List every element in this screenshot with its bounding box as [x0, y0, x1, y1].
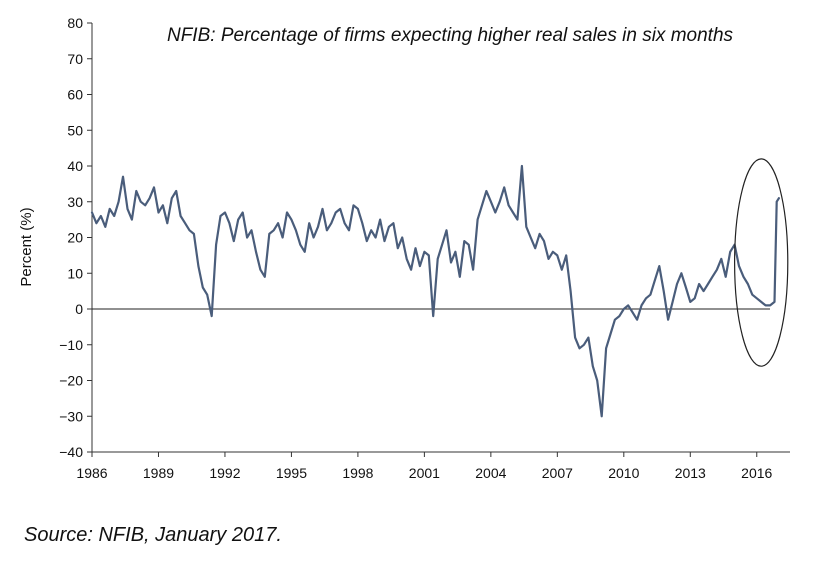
y-tick-label: 10 — [67, 265, 83, 281]
source-note: Source: NFIB, January 2017. — [24, 524, 282, 546]
x-tick-label: 2001 — [409, 465, 440, 481]
y-tick-label: −10 — [59, 337, 83, 353]
annotation-layer — [734, 158, 789, 367]
x-tick-label: 2013 — [675, 465, 706, 481]
y-tick-label: 40 — [67, 158, 83, 174]
line-chart: −40 −30 −20 −10 0 10 20 30 40 50 60 70 80 1986 1989 199… — [18, 15, 790, 481]
x-tick-label: 1989 — [143, 465, 174, 481]
y-tick-label: 60 — [67, 87, 83, 103]
x-tick-label: 2010 — [608, 465, 639, 481]
x-tick-label: 1986 — [76, 465, 107, 481]
series-layer — [90, 164, 781, 418]
y-tick-label: −40 — [59, 444, 83, 460]
axes: −40 −30 −20 −10 0 10 20 30 40 50 60 70 80 1986 1989 199… — [59, 15, 790, 481]
y-tick-label: −20 — [59, 373, 83, 389]
highlight-ellipse — [734, 158, 789, 367]
y-tick-label: 70 — [67, 51, 83, 67]
y-tick-label: 30 — [67, 194, 83, 210]
y-tick-label: 20 — [67, 230, 83, 246]
y-tick-label: −30 — [59, 408, 83, 424]
x-tick-label: 2004 — [475, 465, 506, 481]
x-tick-label: 1995 — [276, 465, 307, 481]
series-line — [90, 164, 781, 418]
x-tick-label: 2016 — [741, 465, 772, 481]
y-tick-label: 80 — [67, 15, 83, 31]
y-axis-title: Percent (%) — [18, 207, 35, 286]
chart-title: NFIB: Percentage of firms expecting high… — [167, 25, 734, 46]
y-tick-label: 50 — [67, 122, 83, 138]
x-tick-label: 1998 — [342, 465, 373, 481]
x-tick-label: 2007 — [542, 465, 573, 481]
y-tick-label: 0 — [75, 301, 83, 317]
x-tick-label: 1992 — [209, 465, 240, 481]
